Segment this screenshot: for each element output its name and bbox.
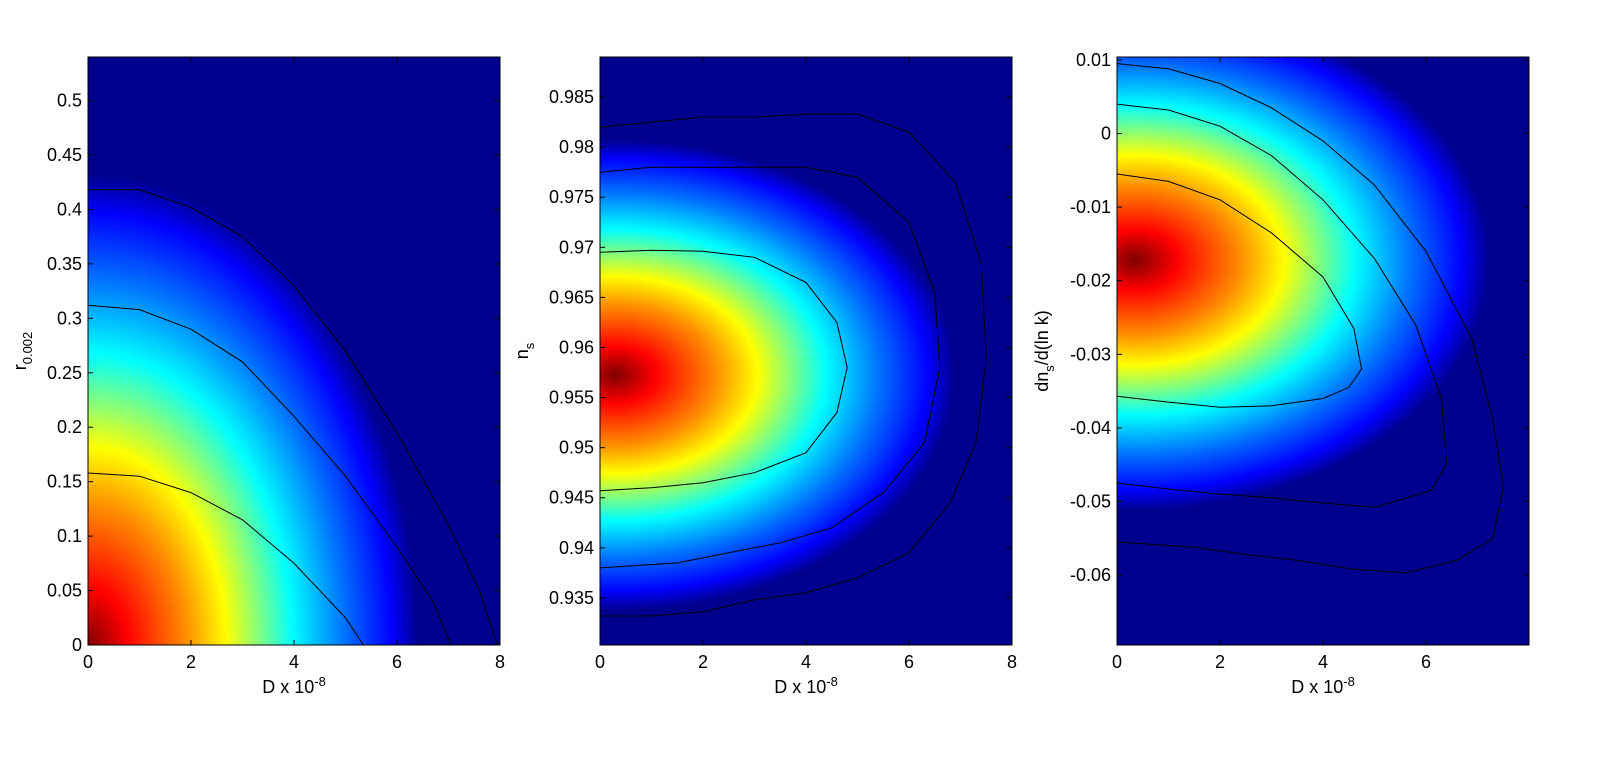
- x-axis-label: D x 10-8: [774, 674, 838, 697]
- y-tick-label: 0.45: [47, 145, 82, 165]
- y-tick-label: 0.945: [549, 488, 594, 508]
- x-tick-label: 6: [904, 652, 914, 672]
- contour-line-95pct: [88, 304, 452, 645]
- panel-running-index: 0 2 4 6 -0.06 -0.05 -0.04 -0.03 -0.02 -0.01 0 0.01…: [1032, 50, 1530, 697]
- y-tick-label: 0.955: [549, 388, 594, 408]
- x-tick-label: 0: [595, 652, 605, 672]
- x-tick-label: 0: [83, 652, 93, 672]
- heatmap-surface: [1117, 57, 1529, 645]
- y-tick-label: -0.06: [1070, 565, 1111, 585]
- contour-line-68pct: [600, 249, 848, 492]
- contour-group: [1117, 63, 1504, 574]
- contour-group: [600, 113, 987, 617]
- y-tick-label: -0.04: [1070, 418, 1111, 438]
- x-tick-label: 8: [1007, 652, 1017, 672]
- y-ticks: -0.06 -0.05 -0.04 -0.03 -0.02 -0.01 0 0.01: [1070, 50, 1529, 585]
- y-axis-label: r0.002: [10, 332, 35, 371]
- x-tick-label: 4: [801, 652, 811, 672]
- y-tick-label: 0.05: [47, 581, 82, 601]
- y-tick-label: 0.985: [549, 87, 594, 107]
- y-tick-label: 0.3: [57, 308, 82, 328]
- contour-line-95pct: [1117, 103, 1448, 508]
- x-ticks: 0 2 4 6: [1112, 57, 1431, 672]
- contour-line-68pct: [1117, 173, 1363, 408]
- y-tick-label: 0.1: [57, 526, 82, 546]
- y-tick-label: 0.4: [57, 199, 82, 219]
- contour-line-99pct: [88, 189, 498, 645]
- y-tick-label: 0.98: [559, 137, 594, 157]
- y-tick-label: 0.25: [47, 363, 82, 383]
- y-tick-label: 0.2: [57, 417, 82, 437]
- y-tick-label: 0: [1101, 124, 1111, 144]
- heatmap-surface: [600, 57, 1012, 645]
- x-tick-label: 6: [1421, 652, 1431, 672]
- heatmap-surface: [88, 57, 500, 645]
- x-tick-label: 6: [392, 652, 402, 672]
- x-axis-label: D x 10-8: [262, 674, 326, 697]
- y-tick-label: 0.96: [559, 337, 594, 357]
- y-tick-label: 0.95: [559, 438, 594, 458]
- x-tick-label: 8: [495, 652, 505, 672]
- y-tick-label: 0: [72, 635, 82, 655]
- contour-line-99pct: [1117, 63, 1504, 574]
- y-tick-label: -0.01: [1070, 197, 1111, 217]
- x-tick-label: 2: [1215, 652, 1225, 672]
- y-tick-label: 0.965: [549, 287, 594, 307]
- y-ticks: 0 0.05 0.1 0.15 0.2 0.25 0.3 0.35 0.4 0.45 0.5: [47, 91, 500, 655]
- x-tick-label: 4: [289, 652, 299, 672]
- y-axis-label: dns/d(ln k): [1032, 310, 1057, 392]
- contour-line-95pct: [600, 166, 941, 569]
- y-ticks: 0.935 0.94 0.945 0.95 0.955 0.96 0.965 0.97 0.97…: [549, 87, 1012, 608]
- y-tick-label: 0.5: [57, 91, 82, 111]
- y-tick-label: 0.35: [47, 254, 82, 274]
- y-tick-label: 0.975: [549, 187, 594, 207]
- y-tick-label: 0.15: [47, 472, 82, 492]
- y-tick-label: 0.935: [549, 588, 594, 608]
- x-ticks: 0 2 4 6 8: [595, 57, 1017, 672]
- x-tick-label: 2: [698, 652, 708, 672]
- x-tick-label: 2: [186, 652, 196, 672]
- contour-line-68pct: [88, 472, 364, 645]
- contour-group: [88, 189, 498, 645]
- y-tick-label: 0.94: [559, 538, 594, 558]
- y-tick-label: 0.01: [1076, 50, 1111, 70]
- x-tick-label: 4: [1318, 652, 1328, 672]
- y-axis-label: ns: [512, 342, 537, 359]
- x-axis-label: D x 10-8: [1291, 674, 1355, 697]
- x-ticks: 0 2 4 6 8: [83, 57, 505, 672]
- x-tick-label: 0: [1112, 652, 1122, 672]
- contour-line-99pct: [600, 113, 987, 617]
- y-tick-label: -0.05: [1070, 491, 1111, 511]
- y-tick-label: -0.03: [1070, 344, 1111, 364]
- y-tick-label: -0.02: [1070, 271, 1111, 291]
- y-tick-label: 0.97: [559, 237, 594, 257]
